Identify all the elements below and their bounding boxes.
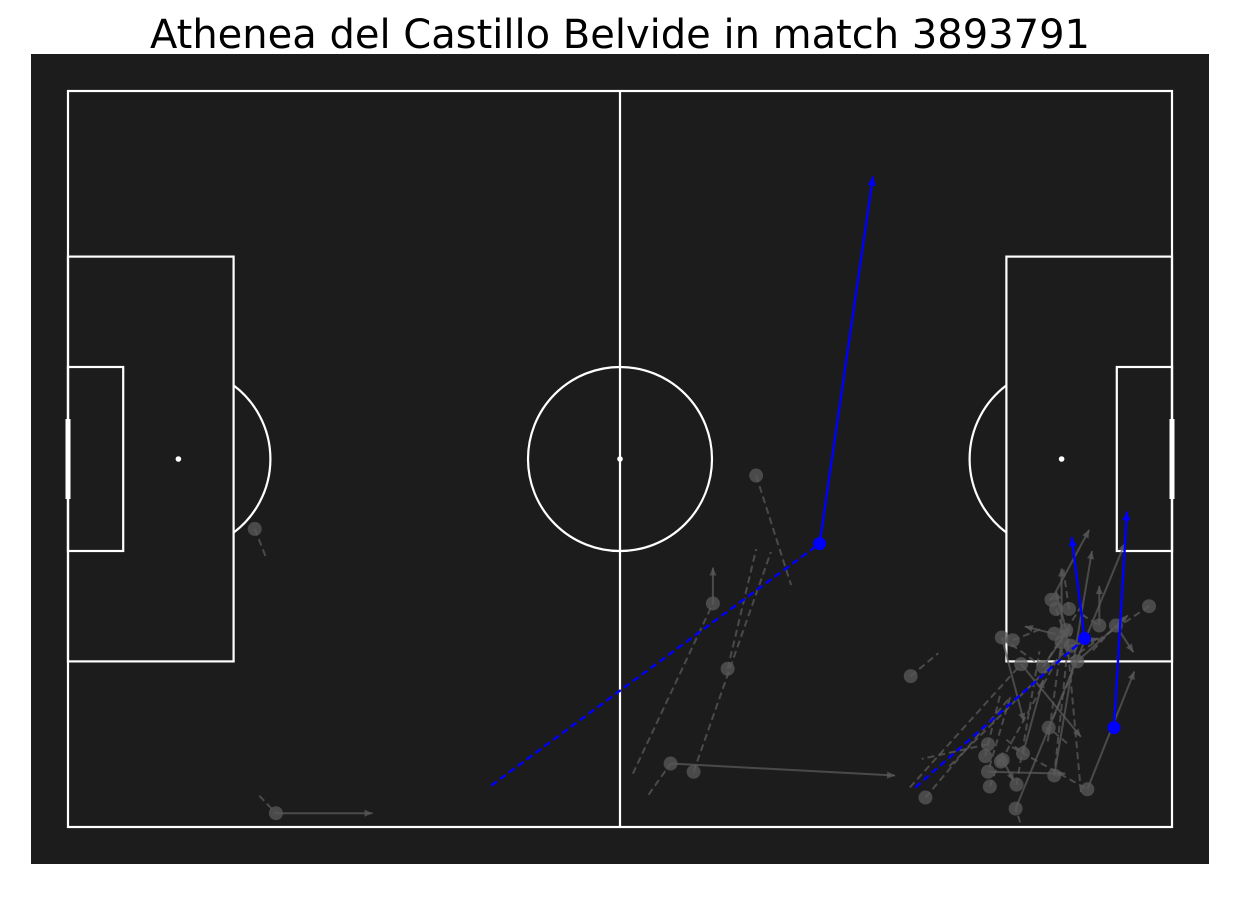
other-action-33-start-point — [982, 779, 997, 794]
other-action-3-start-point — [686, 764, 701, 779]
other-action-28-pass-line — [1021, 679, 1045, 754]
other-action-29-carry-line — [948, 645, 1072, 767]
other-action-7-pass-line — [670, 762, 896, 777]
other-action-8-start-point — [903, 669, 918, 684]
other-action-28-pass-arrowhead — [1037, 679, 1045, 689]
other-action-36-pass-arrowhead — [1125, 643, 1134, 653]
other-action-34-carry-line — [1047, 661, 1079, 729]
other-action-9-start-point — [918, 790, 933, 805]
other-action-29-pass-arrowhead — [1089, 636, 1099, 644]
other-action-35-start-point — [1059, 623, 1074, 638]
highlight-action-1-pass-line — [818, 176, 875, 544]
other-action-27-pass-arrowhead — [1127, 671, 1135, 681]
left-penalty-arc — [232, 384, 272, 534]
other-action-4-carry-line — [726, 548, 758, 669]
other-action-25-pass-line — [1020, 663, 1082, 738]
other-action-27-start-point — [1080, 782, 1095, 797]
other-action-17-pass-arrowhead — [1082, 529, 1090, 539]
other-action-28-start-point — [1015, 746, 1030, 761]
other-action-22-pass-line — [1000, 637, 1025, 722]
other-action-26-pass-line — [987, 770, 1066, 775]
left-penalty-spot — [175, 456, 182, 462]
other-action-6-pass-arrowhead — [709, 567, 717, 576]
other-action-16-start-point — [1008, 801, 1023, 816]
other-action-17-pass-line — [1050, 529, 1091, 601]
other-action-25-carry-line — [909, 663, 1022, 789]
other-action-6-start-point — [705, 596, 720, 611]
other-action-13-pass-arrowhead — [1095, 585, 1103, 594]
other-action-5-start-point — [749, 468, 764, 483]
highlight-action-1-carry-line — [490, 542, 821, 787]
other-action-26-start-point — [981, 764, 995, 779]
other-action-31-carry-line — [1048, 726, 1068, 745]
highlight-action-2-pass-arrowhead — [1068, 537, 1077, 547]
other-action-7-carry-line — [647, 762, 672, 796]
other-action-22-start-point — [994, 630, 1009, 645]
other-action-5-carry-line — [755, 475, 793, 586]
right-penalty-arc — [968, 384, 1008, 534]
centre-circle — [526, 365, 714, 553]
other-action-10-carry-line — [1015, 651, 1041, 785]
other-action-34-pass-arrowhead — [1119, 615, 1128, 624]
other-action-20-start-point — [1047, 626, 1062, 641]
highlight-action-3-pass-arrowhead — [1122, 511, 1131, 521]
other-action-1-pass-arrowhead — [364, 809, 373, 817]
other-action-4-start-point — [720, 661, 735, 676]
highlight-action-2-pass-line — [1070, 537, 1086, 639]
highlight-action-1-pass-arrowhead — [867, 176, 876, 187]
highlight-action-1-start-point — [813, 537, 827, 551]
other-action-21-start-point — [1142, 599, 1156, 614]
other-action-34-start-point — [1070, 654, 1085, 669]
highlight-action-2-start-point — [1078, 631, 1092, 645]
other-action-18-carry-line — [1053, 627, 1071, 776]
highlight-action-2-carry-line — [914, 637, 1086, 789]
other-action-35-pass-arrowhead — [1054, 591, 1062, 601]
other-action-12-start-point — [1005, 633, 1020, 648]
other-action-25-pass-arrowhead — [1073, 728, 1081, 737]
other-action-35-carry-line — [1065, 630, 1082, 793]
other-action-30-pass-arrowhead — [1006, 772, 1014, 781]
other-action-7-pass-arrowhead — [886, 771, 896, 779]
other-action-25-start-point — [1014, 657, 1029, 672]
highlighted-actions-layer — [490, 176, 1131, 789]
highlight-action-3-start-point — [1107, 721, 1121, 735]
other-action-20-pass-arrowhead — [1024, 624, 1034, 632]
other-action-10-start-point — [1009, 777, 1024, 792]
other-action-23-carry-line — [1000, 632, 1073, 763]
centre-spot — [617, 456, 623, 462]
other-action-26-pass-arrowhead — [1057, 769, 1066, 778]
right-penalty-spot — [1058, 456, 1065, 462]
other-action-2-start-point — [247, 521, 262, 536]
highlight-action-3-pass-line — [1112, 511, 1129, 728]
other-action-7-start-point — [663, 756, 678, 771]
other-action-13-start-point — [1092, 618, 1107, 633]
other-action-1-start-point — [268, 806, 283, 821]
other-action-3-carry-line — [692, 551, 772, 773]
other-action-32-start-point — [978, 749, 993, 764]
other-action-17-start-point — [1044, 592, 1059, 607]
chart-title: Athenea del Castillo Belvide in match 38… — [149, 12, 1091, 58]
other-action-24-carry-line — [921, 743, 989, 760]
other-action-18-pass-arrowhead — [1087, 551, 1095, 560]
other-action-15-start-point — [1061, 601, 1076, 616]
other-action-1-carry-line — [258, 795, 277, 814]
